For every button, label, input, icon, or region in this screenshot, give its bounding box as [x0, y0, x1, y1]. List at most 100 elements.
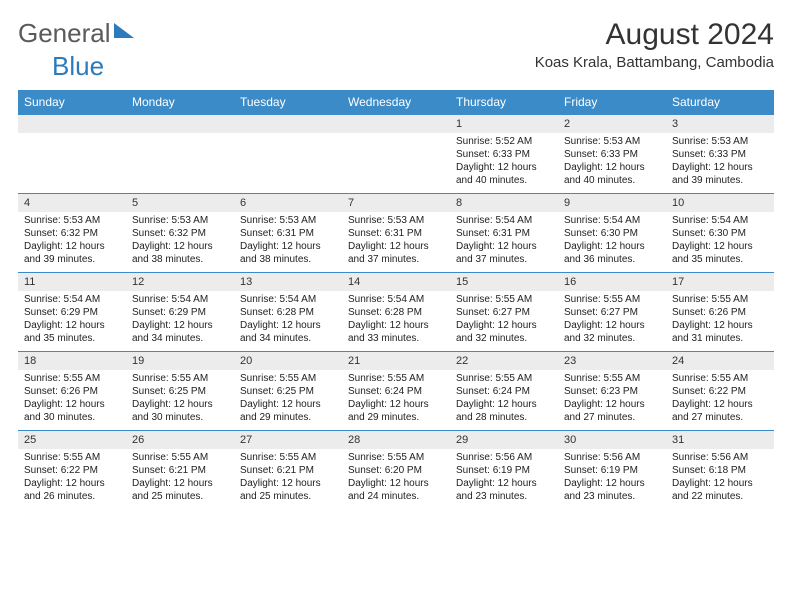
detail-cell: Sunrise: 5:55 AMSunset: 6:24 PMDaylight:…	[450, 370, 558, 431]
detail-d1: Daylight: 12 hours	[672, 161, 768, 174]
detail-sunset: Sunset: 6:32 PM	[24, 227, 120, 240]
date-cell: 1	[450, 115, 558, 134]
calendar-page: General August 2024 Koas Krala, Battamba…	[0, 0, 792, 509]
date-cell: 12	[126, 273, 234, 292]
detail-sunset: Sunset: 6:30 PM	[564, 227, 660, 240]
detail-row: Sunrise: 5:55 AM Sunset: 6:22 PM Daylight:…	[18, 449, 774, 509]
date-cell: 10	[666, 194, 774, 213]
detail-sunrise: Sunrise: 5:56 AM	[672, 451, 768, 464]
date-cell: 20	[234, 352, 342, 371]
detail-cell: Sunrise: 5:55 AMSunset: 6:26 PMDaylight:…	[18, 370, 126, 431]
detail-sunrise: Sunrise: 5:55 AM	[132, 451, 228, 464]
detail-sunrise: Sunrise: 5:53 AM	[564, 135, 660, 148]
detail-cell: Sunrise: 5:55 AMSunset: 6:27 PMDaylight:…	[450, 291, 558, 352]
detail-d1: Daylight: 12 hours	[24, 319, 120, 332]
detail-cell: Sunrise: 5:54 AMSunset: 6:29 PMDaylight:…	[18, 291, 126, 352]
detail-d2: and 25 minutes.	[132, 490, 228, 503]
detail-d2: and 25 minutes.	[240, 490, 336, 503]
detail-sunrise: Sunrise: 5:55 AM	[672, 372, 768, 385]
date-cell: 7	[342, 194, 450, 213]
detail-cell: Sunrise: 5:56 AMSunset: 6:19 PMDaylight:…	[558, 449, 666, 509]
detail-cell: Sunrise: 5:53 AMSunset: 6:31 PMDaylight:…	[234, 212, 342, 273]
detail-d2: and 30 minutes.	[24, 411, 120, 424]
date-cell	[126, 115, 234, 134]
detail-d1: Daylight: 12 hours	[456, 477, 552, 490]
detail-sunset: Sunset: 6:22 PM	[24, 464, 120, 477]
detail-cell: Sunrise: 5:56 AMSunset: 6:19 PMDaylight:…	[450, 449, 558, 509]
date-cell: 8	[450, 194, 558, 213]
date-cell: 21	[342, 352, 450, 371]
detail-sunset: Sunset: 6:22 PM	[672, 385, 768, 398]
detail-cell: Sunrise: 5:54 AMSunset: 6:31 PMDaylight:…	[450, 212, 558, 273]
detail-d1: Daylight: 12 hours	[348, 240, 444, 253]
detail-sunrise: Sunrise: 5:56 AM	[564, 451, 660, 464]
date-cell: 6	[234, 194, 342, 213]
detail-cell: Sunrise: 5:55 AMSunset: 6:22 PMDaylight:…	[18, 449, 126, 509]
detail-d2: and 30 minutes.	[132, 411, 228, 424]
date-cell: 18	[18, 352, 126, 371]
detail-cell: Sunrise: 5:53 AMSunset: 6:32 PMDaylight:…	[18, 212, 126, 273]
detail-sunset: Sunset: 6:24 PM	[348, 385, 444, 398]
detail-sunrise: Sunrise: 5:53 AM	[240, 214, 336, 227]
detail-sunset: Sunset: 6:21 PM	[132, 464, 228, 477]
detail-cell: Sunrise: 5:52 AMSunset: 6:33 PMDaylight:…	[450, 133, 558, 194]
detail-sunrise: Sunrise: 5:52 AM	[456, 135, 552, 148]
detail-d1: Daylight: 12 hours	[672, 477, 768, 490]
detail-sunrise: Sunrise: 5:55 AM	[456, 293, 552, 306]
detail-d1: Daylight: 12 hours	[348, 398, 444, 411]
detail-sunset: Sunset: 6:26 PM	[24, 385, 120, 398]
date-cell: 4	[18, 194, 126, 213]
brand-triangle-icon	[113, 20, 135, 47]
detail-cell: Sunrise: 5:53 AMSunset: 6:33 PMDaylight:…	[666, 133, 774, 194]
date-row: 45678910	[18, 194, 774, 213]
date-cell: 14	[342, 273, 450, 292]
detail-d1: Daylight: 12 hours	[24, 240, 120, 253]
detail-sunset: Sunset: 6:23 PM	[564, 385, 660, 398]
detail-d1: Daylight: 12 hours	[456, 398, 552, 411]
detail-cell: Sunrise: 5:55 AMSunset: 6:24 PMDaylight:…	[342, 370, 450, 431]
date-row: 11121314151617	[18, 273, 774, 292]
detail-cell: Sunrise: 5:55 AMSunset: 6:26 PMDaylight:…	[666, 291, 774, 352]
detail-sunrise: Sunrise: 5:54 AM	[348, 293, 444, 306]
detail-d2: and 38 minutes.	[132, 253, 228, 266]
date-cell: 25	[18, 431, 126, 450]
detail-d2: and 37 minutes.	[456, 253, 552, 266]
detail-d1: Daylight: 12 hours	[132, 240, 228, 253]
detail-d2: and 27 minutes.	[672, 411, 768, 424]
detail-d1: Daylight: 12 hours	[564, 398, 660, 411]
detail-d1: Daylight: 12 hours	[240, 319, 336, 332]
weekday-header: Wednesday	[342, 90, 450, 115]
detail-cell	[234, 133, 342, 194]
detail-d2: and 24 minutes.	[348, 490, 444, 503]
detail-sunset: Sunset: 6:25 PM	[132, 385, 228, 398]
detail-d2: and 34 minutes.	[240, 332, 336, 345]
detail-d2: and 31 minutes.	[672, 332, 768, 345]
detail-cell	[342, 133, 450, 194]
detail-d2: and 29 minutes.	[240, 411, 336, 424]
detail-sunrise: Sunrise: 5:55 AM	[348, 451, 444, 464]
detail-row: Sunrise: 5:52 AMSunset: 6:33 PMDaylight:…	[18, 133, 774, 194]
date-cell: 31	[666, 431, 774, 450]
detail-d1: Daylight: 12 hours	[132, 398, 228, 411]
detail-d1: Daylight: 12 hours	[348, 477, 444, 490]
detail-sunrise: Sunrise: 5:54 AM	[564, 214, 660, 227]
detail-d2: and 37 minutes.	[348, 253, 444, 266]
detail-sunrise: Sunrise: 5:55 AM	[348, 372, 444, 385]
date-cell: 29	[450, 431, 558, 450]
detail-d1: Daylight: 12 hours	[456, 319, 552, 332]
detail-sunset: Sunset: 6:29 PM	[132, 306, 228, 319]
detail-d1: Daylight: 12 hours	[24, 398, 120, 411]
detail-d1: Daylight: 12 hours	[240, 240, 336, 253]
detail-cell	[126, 133, 234, 194]
detail-cell: Sunrise: 5:55 AMSunset: 6:23 PMDaylight:…	[558, 370, 666, 431]
date-cell: 2	[558, 115, 666, 134]
detail-cell: Sunrise: 5:54 AMSunset: 6:30 PMDaylight:…	[666, 212, 774, 273]
detail-cell: Sunrise: 5:55 AMSunset: 6:25 PMDaylight:…	[126, 370, 234, 431]
date-cell	[342, 115, 450, 134]
detail-sunset: Sunset: 6:29 PM	[24, 306, 120, 319]
date-cell: 9	[558, 194, 666, 213]
detail-sunrise: Sunrise: 5:53 AM	[132, 214, 228, 227]
detail-d2: and 39 minutes.	[672, 174, 768, 187]
date-cell: 16	[558, 273, 666, 292]
date-cell: 28	[342, 431, 450, 450]
